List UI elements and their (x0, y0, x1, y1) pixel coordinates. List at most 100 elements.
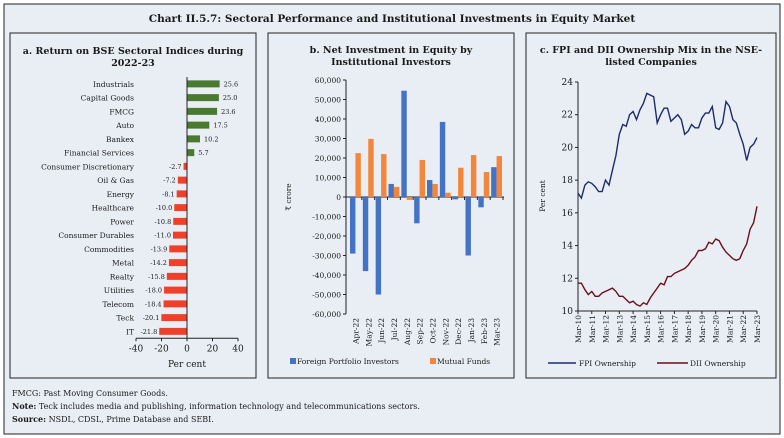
category-label: Bankex (106, 135, 135, 144)
category-label: Commodities (84, 245, 134, 254)
x-tick-label: Mar-10 (574, 315, 583, 343)
x-tick-label: Dec-22 (454, 318, 463, 345)
bar (176, 190, 187, 198)
bar-mutual-funds (355, 153, 361, 197)
bar (159, 327, 187, 335)
legend-label-fpi-ownership: FPI Ownership (579, 359, 636, 368)
panel-a-title: 2022-23 (111, 58, 155, 69)
panel-b-ylabel: ₹ crore (284, 183, 293, 211)
bar-mutual-funds (419, 159, 425, 197)
line-dii-ownership (578, 206, 758, 307)
y-tick-label: -10,000 (312, 213, 341, 222)
note-label: Note: (12, 401, 36, 411)
data-label: -10.8 (155, 218, 172, 226)
bar (174, 204, 187, 212)
x-tick-label: Mar-12 (602, 315, 611, 343)
data-label: -14.2 (150, 259, 167, 267)
bar-fpi (439, 121, 446, 197)
data-label: -2.7 (169, 163, 182, 171)
panel-a-frame (9, 32, 257, 379)
bar (187, 94, 219, 102)
panel-b-title: b. Net Investment in Equity by (310, 45, 473, 56)
bar-fpi (414, 197, 420, 224)
y-tick-label: 50,000 (315, 96, 341, 105)
x-tick-label: Mar-17 (670, 315, 679, 343)
category-label: IT (126, 327, 134, 336)
category-label: Auto (115, 121, 134, 130)
x-tick-label: Jan-23 (467, 318, 476, 344)
x-tick-label: -20 (154, 344, 169, 354)
category-label: Industrials (93, 80, 134, 89)
footer-source: Source: NSDL, CDSL, Prime Database and S… (12, 414, 214, 424)
bar-mutual-funds (470, 155, 477, 197)
legend-label-fpi: Foreign Portfolio Investors (297, 357, 399, 366)
category-label: Consumer Durables (58, 231, 134, 240)
bar-fpi (362, 197, 369, 272)
bar (169, 245, 187, 253)
data-label: -13.9 (151, 245, 168, 253)
x-tick-label: Mar-23 (753, 315, 762, 343)
x-tick-label: Mar-14 (629, 315, 638, 343)
data-label: -8.1 (162, 190, 175, 198)
footer: FMCG: Past Moving Consumer Goods. Note: … (12, 389, 420, 424)
y-tick-label: 10,000 (315, 174, 341, 183)
data-label: -21.8 (141, 328, 158, 336)
x-tick-label: Mar-22 (739, 315, 748, 343)
footer-abbrev: FMCG: Past Moving Consumer Goods. (12, 389, 168, 398)
panel-c-frame (525, 32, 777, 379)
category-label: Consumer Discretionary (41, 162, 135, 171)
y-tick-label: -60,000 (312, 310, 341, 319)
y-tick-label: -30,000 (312, 252, 341, 261)
bar (187, 80, 220, 88)
x-tick-label: Feb-23 (480, 318, 489, 344)
category-label: Oil & Gas (97, 176, 134, 185)
x-tick-label: Mar-15 (643, 315, 652, 343)
category-label: Energy (107, 190, 135, 199)
bar-fpi (427, 180, 433, 197)
panel-c-ylabel: Per cent (538, 180, 547, 212)
figure-title: Chart II.5.7: Sectoral Performance and I… (149, 13, 636, 25)
bar-mutual-funds (406, 197, 413, 200)
data-label: 10.2 (204, 135, 218, 143)
category-label: Metal (112, 259, 135, 268)
category-label: Telecom (102, 300, 134, 309)
category-label: Power (110, 217, 134, 226)
data-label: 5.7 (198, 149, 208, 157)
line-fpi-ownership (577, 92, 758, 200)
y-tick-label: 24 (562, 78, 574, 88)
data-label: -20.1 (143, 314, 160, 322)
bar (177, 176, 187, 184)
legend-swatch-fpi (290, 358, 296, 364)
data-label: -11.0 (154, 232, 171, 240)
x-tick-label: Jun-22 (377, 318, 386, 344)
bar-fpi (491, 167, 497, 197)
x-tick-label: Mar-16 (657, 315, 666, 343)
data-label: -7.2 (163, 177, 176, 185)
legend-label-dii-ownership: DII Ownership (690, 359, 746, 368)
x-tick-label: Nov-22 (441, 318, 450, 346)
note-text: Teck includes media and publishing, info… (36, 402, 420, 411)
bar-fpi (375, 197, 382, 295)
bar-mutual-funds (432, 183, 438, 197)
bar (183, 162, 187, 170)
x-tick-label: Aug-22 (403, 318, 412, 346)
bar-fpi (478, 197, 484, 208)
data-label: -10.0 (156, 204, 173, 212)
x-tick-label: 20 (207, 344, 219, 354)
figure-frame (3, 3, 781, 435)
x-tick-label: Mar-13 (615, 315, 624, 343)
data-label: 23.6 (221, 108, 235, 116)
y-tick-label: 30,000 (315, 135, 341, 144)
x-tick-label: Mar-19 (698, 315, 707, 343)
data-label: 25.6 (224, 80, 238, 88)
panel-c-title: c. FPI and DII Ownership Mix in the NSE- (540, 45, 762, 56)
bar (187, 149, 195, 157)
bar (166, 272, 187, 280)
source-text: NSDL, CDSL, Prime Database and SEBI. (46, 415, 214, 424)
data-label: 25.0 (223, 94, 237, 102)
bar-mutual-funds (496, 156, 502, 197)
y-tick-label: 10 (562, 307, 574, 317)
y-tick-label: 18 (562, 176, 574, 186)
panel-a-chart: a. Return on BSE Sectoral Indices during… (23, 46, 244, 370)
